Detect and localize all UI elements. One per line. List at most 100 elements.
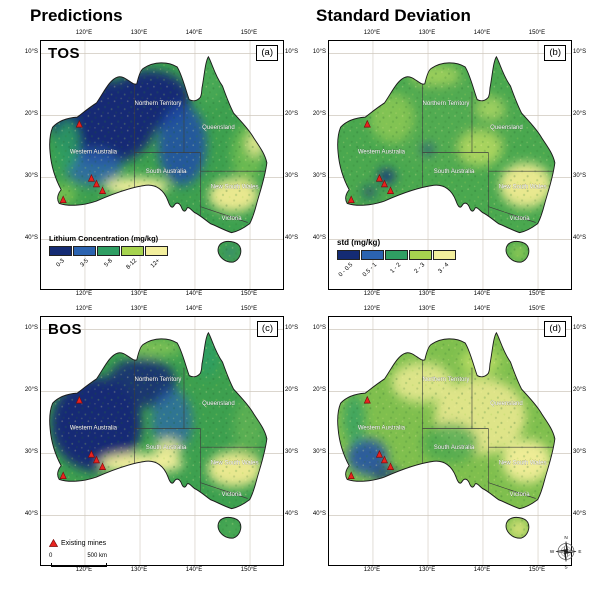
state-label: Western Australia [358, 148, 406, 155]
mine-marker [386, 186, 395, 194]
legend-swatch [49, 246, 72, 256]
mine-marker [98, 186, 107, 194]
tick-label: 20°S [24, 387, 38, 394]
legend-swatch [409, 250, 432, 260]
map-frame-d: Western Australia Northern Territory Queen… [328, 316, 581, 570]
state-label: Queensland [202, 124, 235, 131]
state-label: South Australia [146, 444, 187, 451]
tick-label: 150°E [240, 306, 258, 312]
tick-label: 30°S [573, 173, 587, 180]
tick-label: 30°S [24, 449, 38, 456]
mine-marker [386, 462, 395, 470]
panel-d: Western Australia Northern Territory Queen… [310, 304, 586, 580]
existing-mines-label: Existing mines [61, 539, 107, 547]
mine-marker [75, 395, 83, 404]
map-tos-std: Western Australia Northern Territory Queen… [329, 41, 571, 289]
state-label: New South Wales [499, 183, 547, 190]
tick-label: 10°S [312, 49, 326, 56]
mine-marker [363, 119, 371, 128]
tick-label: 10°S [285, 49, 299, 56]
tick-label: 20°S [573, 387, 587, 394]
tick-label: 20°S [573, 111, 587, 118]
legend-swatch [361, 250, 384, 260]
map-bos-std: Western Australia Northern Territory Queen… [329, 317, 571, 565]
state-label: New South Wales [499, 459, 547, 466]
scale-min: 0 [49, 553, 53, 559]
mine-marker [363, 395, 371, 404]
mine-marker [87, 173, 95, 182]
tick-label: 120°E [363, 30, 381, 36]
legend-swatch [73, 246, 96, 256]
state-label: South Australia [434, 444, 475, 451]
legend-swatch [385, 250, 408, 260]
tick-label: 130°E [418, 567, 436, 573]
tick-label: 20°S [285, 111, 299, 118]
map-frame-b: Western Australia Northern Territory Queen… [328, 40, 572, 290]
state-label: New South Wales [211, 183, 259, 190]
tick-label: 10°S [312, 325, 326, 332]
state-label: South Australia [146, 168, 187, 175]
tick-label: 130°E [130, 291, 148, 297]
tick-label: 130°E [130, 306, 148, 312]
tick-label: 140°E [185, 306, 203, 312]
panel-letter-b: (b) [544, 45, 566, 61]
tick-label: 20°S [312, 111, 326, 118]
tick-label: 140°E [185, 567, 203, 573]
tick-label: 120°E [75, 567, 93, 573]
map-bos-prediction: Western Australia Northern Territory Queen… [41, 317, 283, 565]
state-label: Queensland [490, 124, 523, 131]
tick-label: 130°E [130, 30, 148, 36]
map-tos-prediction: Western Australia Northern Territory Queen… [41, 41, 283, 289]
mine-marker [87, 449, 95, 458]
lithium-legend: Lithium Concentration (mg/kg) 0-3 3-5 5-… [49, 234, 168, 271]
state-label: Western Australia [70, 148, 118, 155]
tick-label: 140°E [473, 291, 491, 297]
tick-label: 40°S [24, 511, 38, 518]
tick-label: 140°E [473, 567, 491, 573]
tick-label: 120°E [363, 567, 381, 573]
tick-label: 140°E [185, 30, 203, 36]
tick-label: 150°E [528, 306, 546, 312]
tick-label: 140°E [473, 30, 491, 36]
state-label: Victoria [510, 215, 530, 222]
standard-deviation-title: Standard Deviation [316, 6, 471, 25]
tick-label: 20°S [312, 387, 326, 394]
legend-swatch [97, 246, 120, 256]
map-frame-a: Western Australia Northern Territory Queen… [40, 40, 284, 290]
tick-label: 40°S [285, 511, 299, 518]
compass-rose: N W E S [550, 535, 581, 570]
tick-label: 120°E [75, 306, 93, 312]
tick-label: 30°S [285, 173, 299, 180]
mine-marker [380, 455, 388, 464]
mine-marker [59, 471, 67, 479]
lithium-legend-title: Lithium Concentration (mg/kg) [49, 234, 159, 243]
tick-label: 150°E [528, 30, 546, 36]
state-label: Northern Territory [135, 100, 183, 107]
mine-marker [75, 119, 83, 128]
mine-marker [92, 179, 100, 188]
panel-c: Western Australia Northern Territory Queen… [22, 304, 298, 580]
state-label: Northern Territory [423, 100, 471, 107]
compass-n: N [564, 535, 567, 540]
mine-marker [347, 195, 355, 203]
mine-marker [59, 195, 67, 203]
state-label: Western Australia [358, 424, 406, 431]
map-frame-c: Western Australia Northern Territory Queen… [40, 316, 284, 567]
tick-label: 30°S [573, 449, 587, 456]
tick-label: 40°S [312, 511, 326, 518]
panel-b: Western Australia Northern Territory Queen… [310, 28, 586, 304]
state-label: Victoria [510, 491, 530, 498]
tick-label: 150°E [240, 291, 258, 297]
legend-swatch [121, 246, 144, 256]
tick-label: 130°E [418, 30, 436, 36]
state-label: Victoria [222, 491, 242, 498]
tick-label: 150°E [240, 30, 258, 36]
tick-label: 120°E [75, 291, 93, 297]
tick-label: 140°E [185, 291, 203, 297]
panel-label-bos: BOS [48, 321, 83, 338]
compass-e: E [578, 549, 581, 554]
mine-marker [92, 455, 100, 464]
panel-letter-d: (d) [544, 321, 566, 337]
panel-letter-c: (c) [256, 321, 278, 337]
predictions-title: Predictions [30, 6, 123, 25]
